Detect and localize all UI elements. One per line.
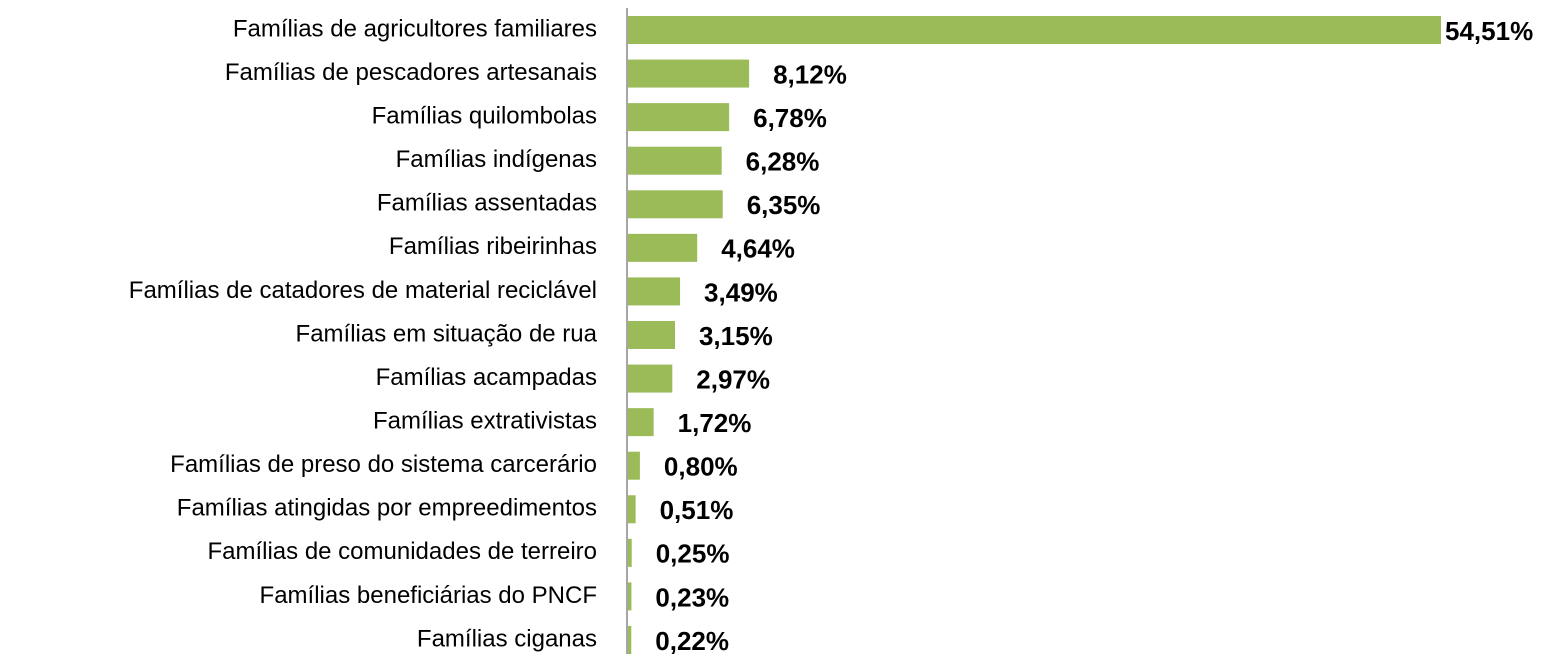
- category-label: Famílias ribeirinhas: [389, 233, 597, 260]
- value-label: 6,28%: [746, 147, 820, 177]
- value-label: 0,23%: [655, 582, 729, 612]
- category-label: Famílias em situação de rua: [296, 320, 598, 347]
- value-label: 1,72%: [678, 408, 752, 438]
- bar: [628, 320, 675, 349]
- category-label: Famílias ciganas: [417, 625, 597, 652]
- bar: [628, 233, 698, 262]
- bar: [628, 451, 640, 480]
- category-label: Famílias de agricultores familiares: [233, 15, 597, 42]
- value-label: 2,97%: [696, 364, 770, 394]
- bar: [628, 277, 681, 306]
- category-label: Famílias de catadores de material recicl…: [129, 277, 597, 304]
- category-label: Famílias de preso do sistema carcerário: [170, 451, 597, 478]
- value-label: 3,15%: [699, 321, 773, 351]
- category-label: Famílias quilombolas: [372, 102, 597, 129]
- value-label: 0,25%: [656, 539, 730, 569]
- bar: [628, 103, 730, 132]
- category-label: Famílias atingidas por empreedimentos: [177, 495, 597, 522]
- category-label: Famílias de comunidades de terreiro: [207, 538, 597, 565]
- value-label: 6,35%: [747, 190, 821, 220]
- category-label: Famílias de pescadores artesanais: [225, 59, 597, 86]
- value-label: 0,80%: [664, 452, 738, 482]
- bar: [628, 408, 654, 437]
- category-label: Famílias assentadas: [377, 190, 597, 217]
- bar: [628, 582, 632, 611]
- category-label: Famílias extrativistas: [373, 407, 597, 434]
- bar: [628, 495, 636, 524]
- bar: [628, 16, 1441, 44]
- category-label: Famílias indígenas: [396, 146, 597, 173]
- value-label: 54,51%: [1445, 16, 1533, 46]
- category-label: Famílias beneficiárias do PNCF: [260, 582, 597, 609]
- value-label: 0,22%: [655, 626, 729, 654]
- bar: [628, 364, 673, 393]
- category-label: Famílias acampadas: [376, 364, 597, 391]
- value-label: 4,64%: [721, 234, 795, 264]
- bar: [628, 146, 722, 175]
- value-label: 6,78%: [753, 103, 827, 133]
- bar: [628, 538, 632, 567]
- bar: [628, 625, 632, 654]
- value-label: 0,51%: [660, 495, 734, 525]
- bar: [628, 59, 750, 88]
- value-label: 3,49%: [704, 277, 778, 307]
- value-label: 8,12%: [773, 59, 847, 89]
- bar: [628, 190, 723, 219]
